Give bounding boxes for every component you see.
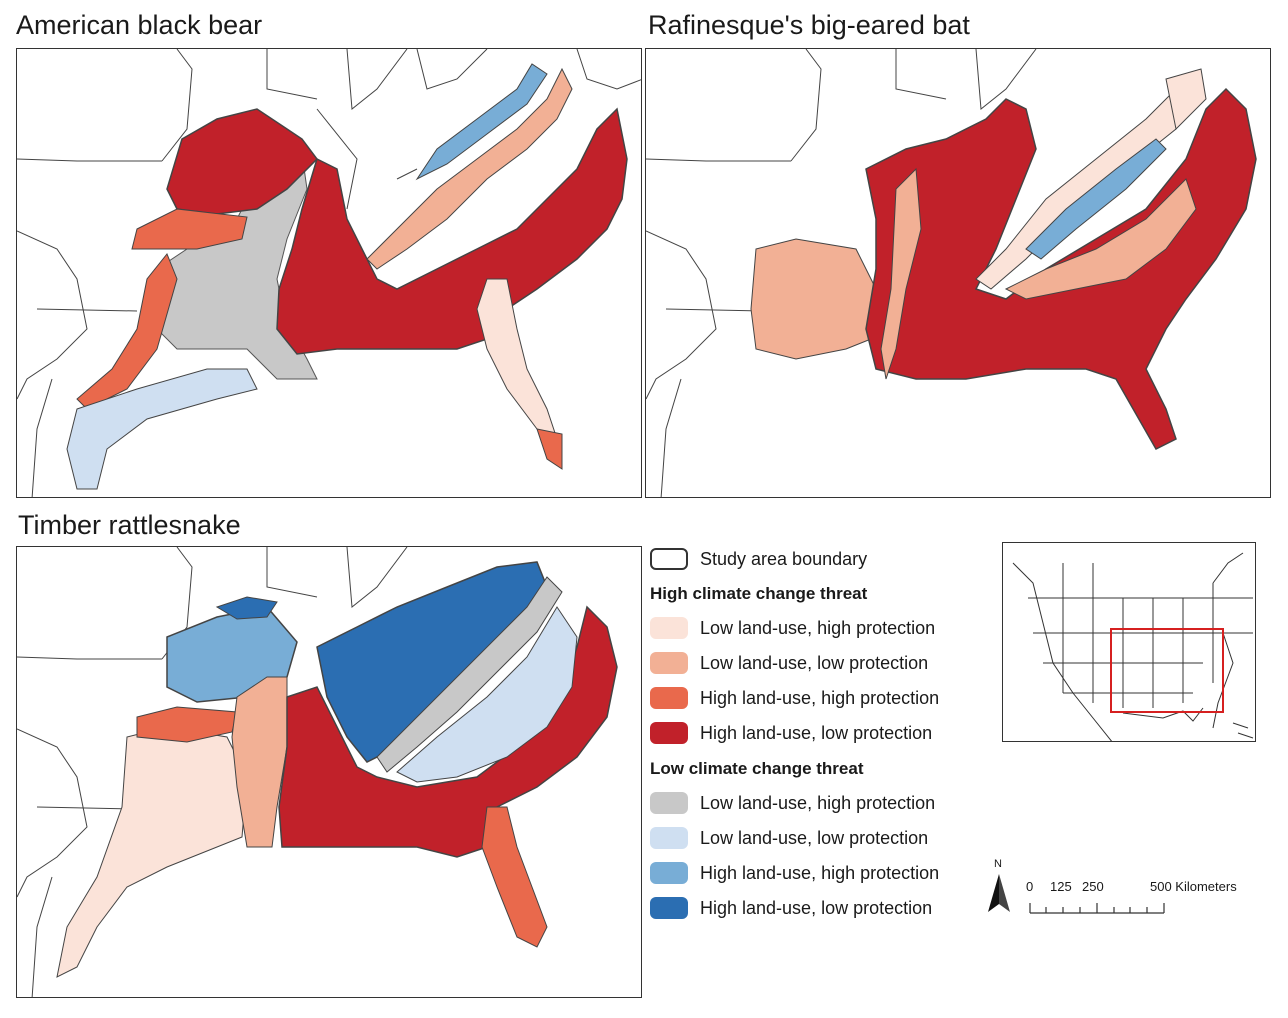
panel-title-black-bear: American black bear xyxy=(16,10,263,40)
legend-swatch xyxy=(650,862,688,884)
inset-map-svg xyxy=(1012,552,1254,741)
inset-locator-map xyxy=(1002,542,1256,742)
scale-bar-graphic xyxy=(1029,903,1165,914)
north-label: N xyxy=(994,858,1002,870)
legend-item-low-0: Low land-use, high protection xyxy=(650,788,935,818)
legend-item-high-0: Low land-use, high protection xyxy=(650,613,935,643)
study-boundary-swatch xyxy=(650,548,688,570)
legend-label: Low land-use, low protection xyxy=(700,827,929,848)
scale-tick-125: 125 xyxy=(1050,879,1072,894)
legend-label: High land-use, high protection xyxy=(700,862,940,883)
north-arrow-icon xyxy=(988,874,1010,912)
map-black-bear-svg xyxy=(17,49,641,497)
legend-label: High land-use, high protection xyxy=(700,687,940,708)
legend-item-high-1: Low land-use, low protection xyxy=(650,648,928,678)
legend-study-boundary: Study area boundary xyxy=(650,544,867,574)
legend-item-high-3: High land-use, low protection xyxy=(650,718,932,748)
legend-swatch xyxy=(650,652,688,674)
map-timber-rattlesnake xyxy=(16,546,642,998)
panel-title-big-eared-bat: Rafinesque's big-eared bat xyxy=(648,10,970,40)
legend-label: High land-use, low protection xyxy=(700,897,933,918)
inset-study-area-box xyxy=(1110,628,1224,713)
legend-swatch xyxy=(650,792,688,814)
legend-item-high-2: High land-use, high protection xyxy=(650,683,939,713)
legend-label: Low land-use, low protection xyxy=(700,652,929,673)
legend-heading-high: High climate change threat xyxy=(650,584,868,603)
legend-swatch xyxy=(650,617,688,639)
legend-label: Low land-use, high protection xyxy=(700,792,936,813)
scale-tick-250: 250 xyxy=(1082,879,1104,894)
legend-item-low-2: High land-use, high protection xyxy=(650,858,939,888)
map-big-eared-bat xyxy=(645,48,1271,498)
legend-heading-low: Low climate change threat xyxy=(650,759,864,778)
map-timber-rattlesnake-svg xyxy=(17,547,618,997)
north-arrow: N xyxy=(986,858,1016,922)
panel-title-timber-rattlesnake: Timber rattlesnake xyxy=(18,510,241,540)
legend-item-low-1: Low land-use, low protection xyxy=(650,823,928,853)
scale-tick-0: 0 xyxy=(1026,879,1034,894)
map-big-eared-bat-svg xyxy=(646,49,1257,497)
legend-label: Study area boundary xyxy=(700,548,868,569)
legend-label: High land-use, low protection xyxy=(700,722,933,743)
legend-label: Low land-use, high protection xyxy=(700,617,936,638)
legend-swatch xyxy=(650,897,688,919)
scale-tick-500: 500 Kilometers xyxy=(1150,879,1237,894)
legend-swatch xyxy=(650,687,688,709)
legend-item-low-3: High land-use, low protection xyxy=(650,893,932,923)
legend-swatch xyxy=(650,827,688,849)
map-black-bear xyxy=(16,48,642,498)
legend-swatch xyxy=(650,722,688,744)
scale-bar: 0 125 250 500 Kilometers xyxy=(990,855,1280,925)
